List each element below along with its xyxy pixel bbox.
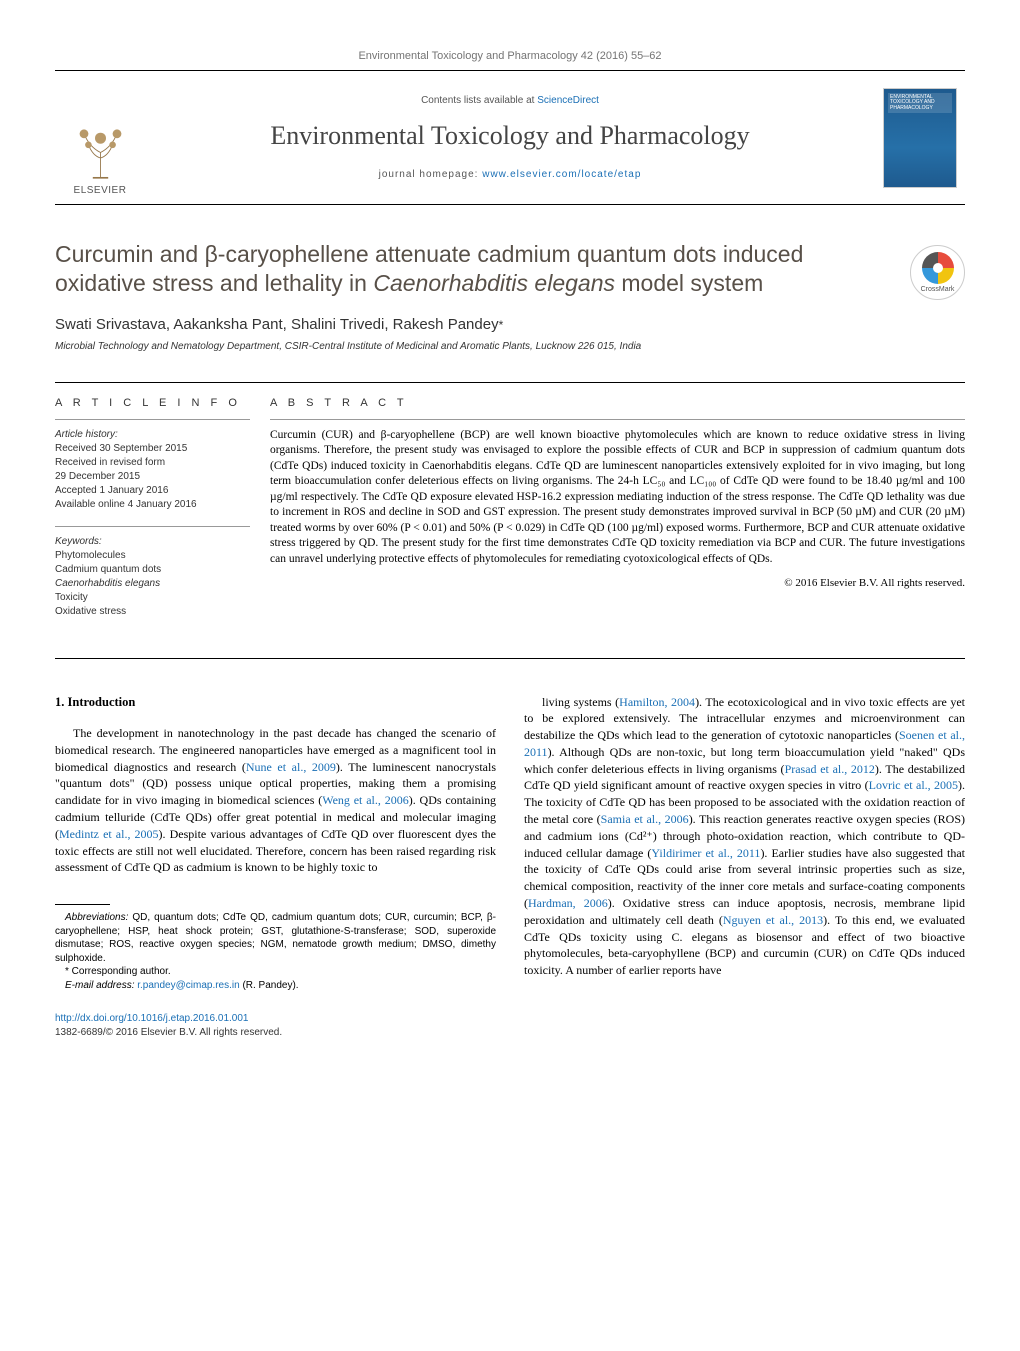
page-footer: http://dx.doi.org/10.1016/j.etap.2016.01… [55,1012,965,1040]
citation-link[interactable]: Nune et al., 2009 [246,760,336,774]
homepage-prefix: journal homepage: [379,169,483,180]
footnote-rule [55,904,110,905]
cover-text: ENVIRONMENTAL TOXICOLOGY AND PHARMACOLOG… [890,95,956,112]
article-history-block: Article history: Received 30 September 2… [55,428,250,512]
sciencedirect-link[interactable]: ScienceDirect [537,95,599,106]
authors-text: Swati Srivastava, Aakanksha Pant, Shalin… [55,316,499,333]
doi-link[interactable]: http://dx.doi.org/10.1016/j.etap.2016.01… [55,1013,249,1024]
elsevier-tree-icon [73,125,128,180]
crossmark-badge[interactable]: CrossMark [910,245,965,300]
corresponding-author-footnote: * Corresponding author. [55,965,496,979]
journal-cover-thumbnail: ENVIRONMENTAL TOXICOLOGY AND PHARMACOLOG… [883,88,957,188]
citation-link[interactable]: Hamilton, 2004 [619,695,695,709]
citation-link[interactable]: Lovric et al., 2005 [869,778,958,792]
article-info-heading: A R T I C L E I N F O [55,397,250,409]
citation-link[interactable]: Weng et al., 2006 [322,793,409,807]
abstract-copyright: © 2016 Elsevier B.V. All rights reserved… [270,577,965,589]
history-line: Accepted 1 January 2016 [55,484,250,498]
body-columns: 1. Introduction The development in nanot… [55,694,965,993]
abbrev-label: Abbreviations: [65,912,128,923]
journal-title: Environmental Toxicology and Pharmacolog… [270,121,749,151]
body-paragraph: living systems (Hamilton, 2004). The eco… [524,694,965,980]
keyword: Toxicity [55,591,250,605]
abstract-rule [270,419,965,420]
keywords-block: Keywords: Phytomolecules Cadmium quantum… [55,535,250,619]
body-divider [55,658,965,659]
history-line: Received in revised form [55,456,250,470]
citation-link[interactable]: Hardman, 2006 [528,896,608,910]
citation-link[interactable]: Prasad et al., 2012 [785,762,875,776]
keyword: Caenorhabditis elegans [55,577,250,591]
homepage-link[interactable]: www.elsevier.com/locate/etap [482,169,641,180]
author-list: Swati Srivastava, Aakanksha Pant, Shalin… [55,316,965,333]
email-footnote: E-mail address: r.pandey@cimap.res.in (R… [55,979,496,993]
history-line: Received 30 September 2015 [55,442,250,456]
article-title: Curcumin and β-caryophellene attenuate c… [55,240,965,298]
article-header: CrossMark Curcumin and β-caryophellene a… [55,240,965,352]
email-label: E-mail address: [65,980,134,991]
history-label: Article history: [55,428,250,442]
email-link[interactable]: r.pandey@cimap.res.in [137,980,239,991]
keyword: Phytomolecules [55,549,250,563]
keyword: Cadmium quantum dots [55,563,250,577]
citation-link[interactable]: Yildirimer et al., 2011 [651,846,760,860]
corr-marker: * [499,318,504,332]
abstract-heading: A B S T R A C T [270,397,965,409]
crossmark-label: CrossMark [921,286,955,293]
running-head: Environmental Toxicology and Pharmacolog… [55,50,965,62]
crossmark-icon [922,252,954,284]
abbreviations-footnote: Abbreviations: QD, quantum dots; CdTe QD… [55,911,496,965]
abstract-text: Curcumin (CUR) and β-caryophellene (BCP)… [270,428,965,568]
page-root: Environmental Toxicology and Pharmacolog… [0,0,1020,1080]
publisher-logo-block: ELSEVIER [55,71,145,204]
section-heading-introduction: 1. Introduction [55,694,496,712]
email-suffix: (R. Pandey). [240,980,299,991]
citation-link[interactable]: Medintz et al., 2005 [59,827,159,841]
body-paragraph: The development in nanotechnology in the… [55,725,496,876]
journal-cover-block: ENVIRONMENTAL TOXICOLOGY AND PHARMACOLOG… [875,71,965,204]
history-line: Available online 4 January 2016 [55,498,250,512]
contents-prefix: Contents lists available at [421,95,537,106]
banner-center: Contents lists available at ScienceDirec… [145,71,875,204]
publisher-name: ELSEVIER [74,185,127,196]
issn-copyright: 1382-6689/© 2016 Elsevier B.V. All right… [55,1026,965,1040]
keywords-label: Keywords: [55,535,250,549]
affiliation: Microbial Technology and Nematology Depa… [55,341,965,352]
footnotes-block: Abbreviations: QD, quantum dots; CdTe QD… [55,904,496,992]
citation-link[interactable]: Samia et al., 2006 [601,812,689,826]
contents-available-line: Contents lists available at ScienceDirec… [421,95,599,106]
info-rule-1 [55,419,250,420]
history-line: 29 December 2015 [55,470,250,484]
abstract-column: A B S T R A C T Curcumin (CUR) and β-car… [270,383,965,633]
homepage-line: journal homepage: www.elsevier.com/locat… [379,169,642,180]
article-info-column: A R T I C L E I N F O Article history: R… [55,383,270,633]
info-rule-2 [55,526,250,527]
citation-link[interactable]: Nguyen et al., 2013 [723,913,823,927]
journal-banner: ELSEVIER Contents lists available at Sci… [55,70,965,205]
info-abstract-row: A R T I C L E I N F O Article history: R… [55,382,965,633]
keyword: Oxidative stress [55,605,250,619]
